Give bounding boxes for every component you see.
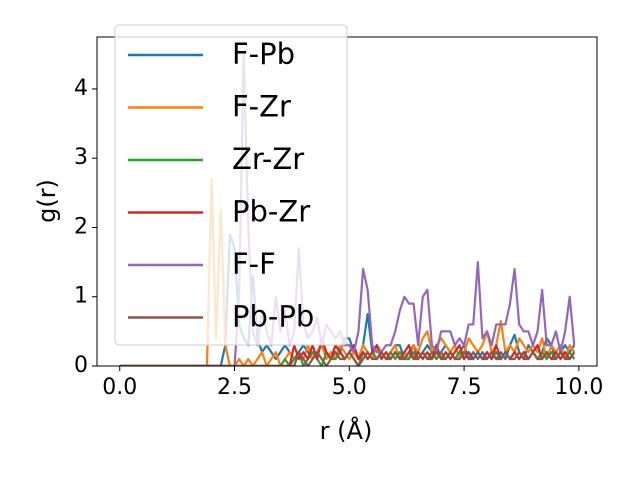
y-tick-label: 3 bbox=[74, 145, 88, 170]
x-tick-label: 7.5 bbox=[447, 375, 482, 400]
legend: F-Pb F-Zr Zr-Zr Pb-Zr F-F Pb-Pb bbox=[114, 24, 348, 346]
x-tick-label: 0.0 bbox=[102, 375, 137, 400]
y-tick-label: 2 bbox=[74, 214, 88, 239]
y-tick-label: 0 bbox=[74, 353, 88, 378]
x-tick-label: 5.0 bbox=[332, 375, 367, 400]
y-tick-label: 4 bbox=[74, 76, 88, 101]
x-tick-label: 10.0 bbox=[554, 375, 603, 400]
data-line bbox=[119, 53, 576, 366]
y-tick-label: 1 bbox=[74, 284, 88, 309]
legend-label: Zr-Zr bbox=[232, 142, 304, 176]
data-line bbox=[119, 351, 576, 366]
legend-label: Pb-Pb bbox=[232, 300, 314, 334]
x-axis-label: r (Å) bbox=[320, 416, 373, 445]
legend-label: F-F bbox=[232, 247, 276, 281]
y-axis-label: g(r) bbox=[33, 179, 61, 223]
legend-label: Pb-Zr bbox=[232, 195, 310, 229]
legend-label: F-Pb bbox=[232, 37, 295, 71]
legend-box bbox=[114, 24, 348, 346]
legend-label: F-Zr bbox=[232, 90, 291, 124]
x-tick-label: 2.5 bbox=[217, 375, 252, 400]
